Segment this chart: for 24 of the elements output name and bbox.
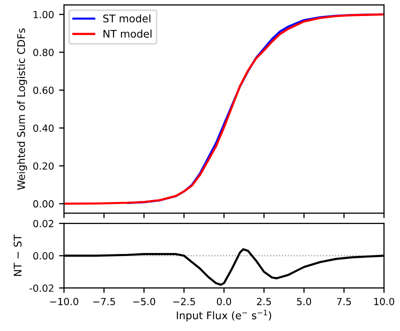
x-tick-label: 2.5 <box>256 298 271 306</box>
x-tick-label: 7.5 <box>337 298 351 306</box>
legend-label: NT model <box>104 30 152 38</box>
y-tick-label: 0.02 <box>33 220 54 228</box>
x-tick-label: −2.5 <box>173 298 195 306</box>
x-tick-label: 5.0 <box>297 298 312 306</box>
x-axis-title: Input Flux (e$^{−}$ s$^{−1}$) <box>176 310 272 322</box>
y-tick-label: 0.00 <box>33 252 54 260</box>
x-tick-label: −5.0 <box>133 298 156 306</box>
y-tick-label: 0.20 <box>33 162 54 170</box>
y-axis-title: Weighted Sum of Logistic CDFs <box>16 28 28 190</box>
y-tick-label: 0.40 <box>33 124 54 132</box>
y-axis-title: NT − ST <box>14 234 22 276</box>
y-tick-label: 0.80 <box>33 48 54 56</box>
x-tick-label: −10.0 <box>50 298 78 306</box>
legend-label: ST model <box>103 14 150 22</box>
x-tick-label: 10.0 <box>374 298 394 306</box>
x-tick-label: 0.0 <box>216 298 232 306</box>
line-series <box>64 13 384 205</box>
y-tick-label: -0.02 <box>30 284 54 292</box>
y-tick-label: 0.60 <box>33 86 54 94</box>
y-tick-label: 1.00 <box>34 10 54 18</box>
y-tick-label: 0.00 <box>33 200 54 208</box>
x-tick-label: −7.5 <box>93 298 115 306</box>
